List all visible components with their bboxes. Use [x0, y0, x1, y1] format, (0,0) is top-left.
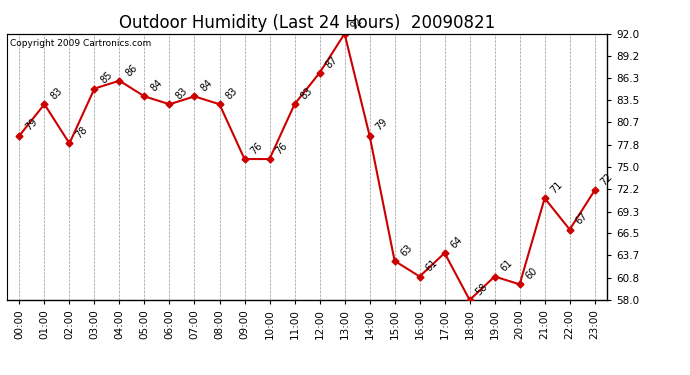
Text: 86: 86: [124, 62, 139, 78]
Text: 72: 72: [599, 172, 615, 188]
Text: 85: 85: [99, 70, 115, 86]
Text: 83: 83: [48, 86, 64, 102]
Text: 83: 83: [174, 86, 189, 102]
Text: 92: 92: [348, 15, 364, 31]
Text: 79: 79: [23, 117, 39, 133]
Text: 76: 76: [274, 141, 290, 156]
Text: 83: 83: [224, 86, 239, 102]
Text: 76: 76: [248, 141, 264, 156]
Text: 79: 79: [374, 117, 390, 133]
Title: Outdoor Humidity (Last 24 Hours)  20090821: Outdoor Humidity (Last 24 Hours) 2009082…: [119, 14, 495, 32]
Text: 61: 61: [424, 258, 440, 274]
Text: 84: 84: [148, 78, 164, 94]
Text: 71: 71: [549, 180, 564, 195]
Text: 78: 78: [74, 125, 90, 141]
Text: 87: 87: [324, 54, 339, 70]
Text: 63: 63: [399, 242, 415, 258]
Text: 58: 58: [474, 281, 490, 297]
Text: 84: 84: [199, 78, 215, 94]
Text: 67: 67: [574, 211, 590, 227]
Text: 60: 60: [524, 266, 540, 282]
Text: 61: 61: [499, 258, 515, 274]
Text: 83: 83: [299, 86, 315, 102]
Text: 64: 64: [448, 234, 464, 250]
Text: Copyright 2009 Cartronics.com: Copyright 2009 Cartronics.com: [10, 39, 151, 48]
